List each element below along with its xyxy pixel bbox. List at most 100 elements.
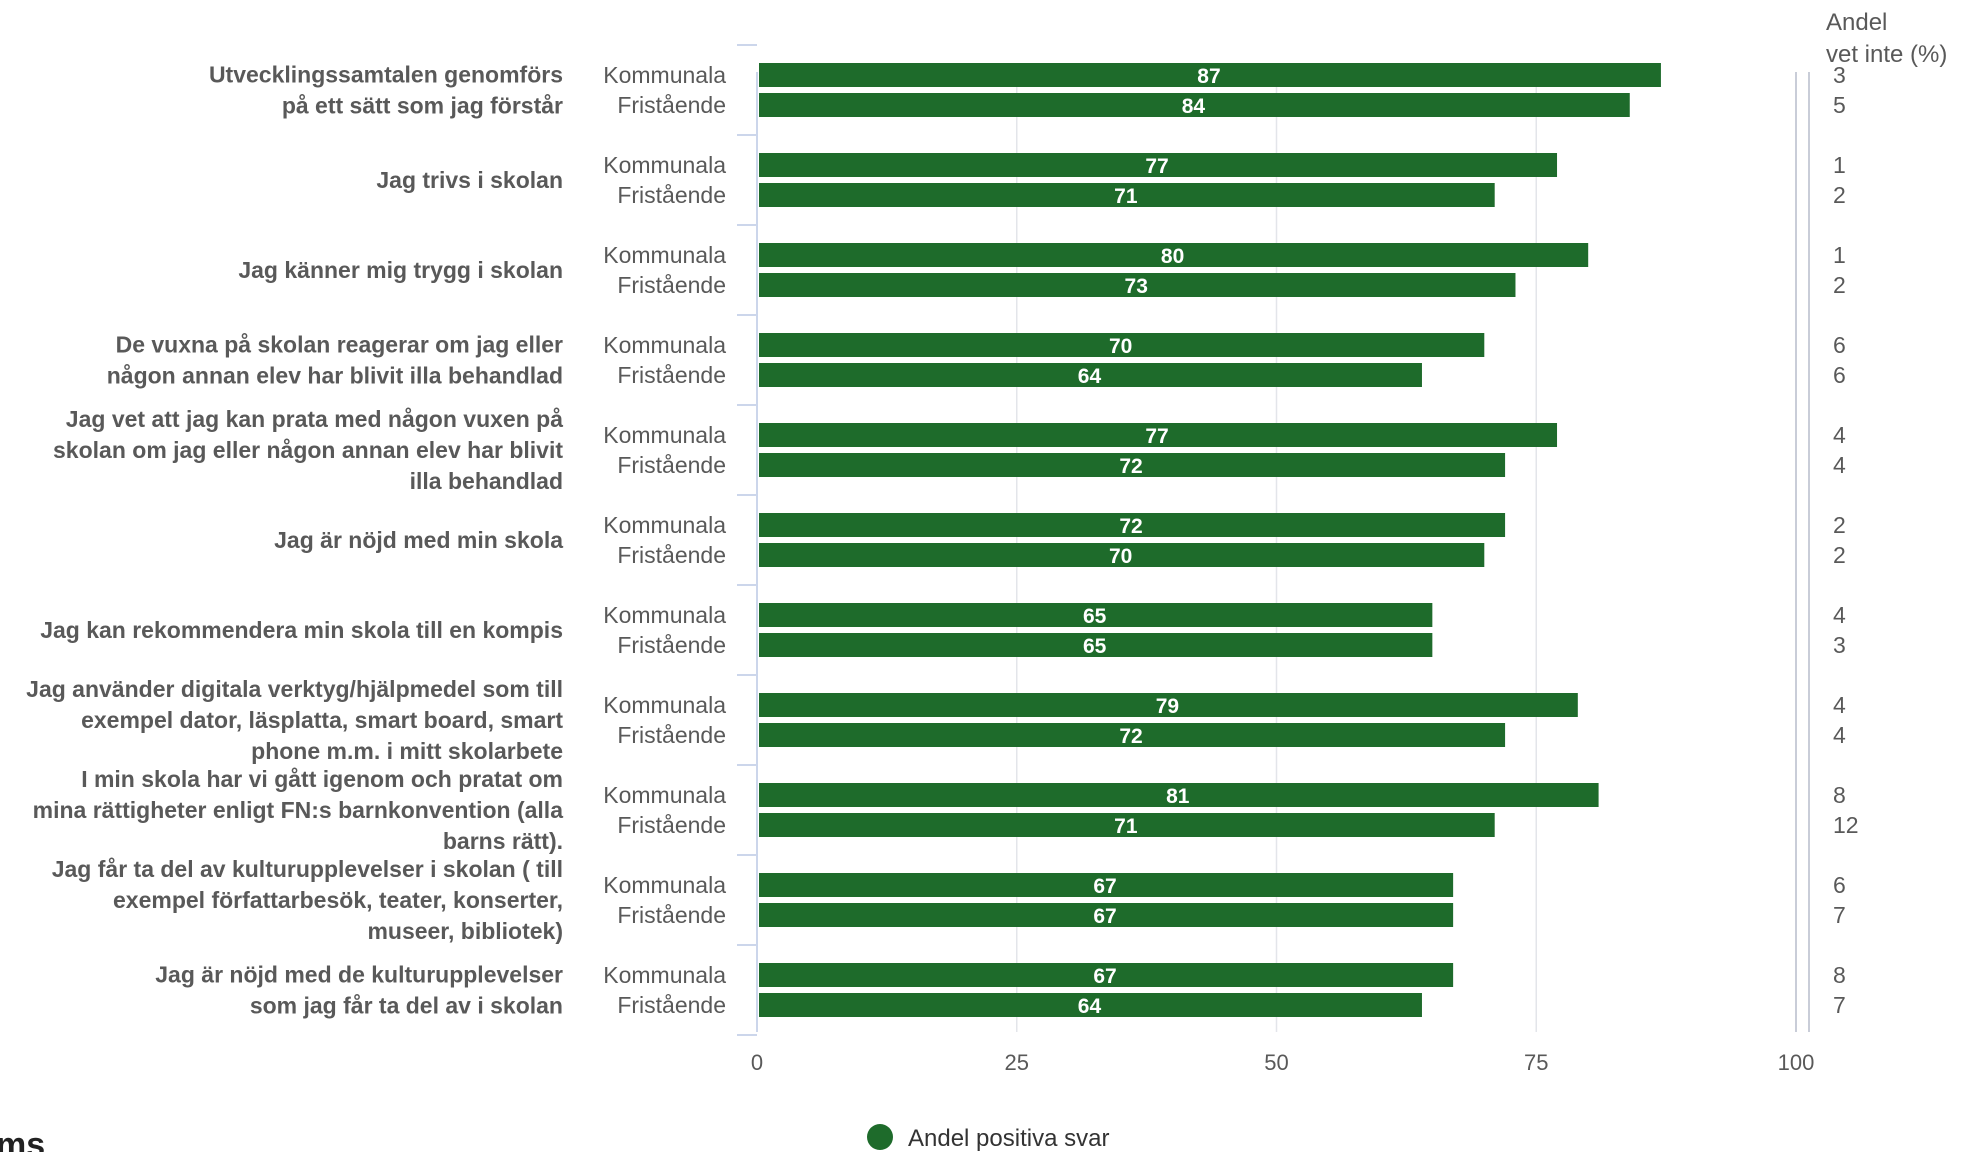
- bar-value-label: 81: [1166, 785, 1190, 808]
- vet-inte-value: 4: [1833, 422, 1846, 448]
- group-label-fristående: Fristående: [617, 272, 726, 298]
- vet-inte-value: 4: [1833, 692, 1846, 718]
- question-label: Jag är nöjd med de kulturupplevelser som …: [155, 962, 563, 1019]
- bar-kommunala: [759, 333, 1485, 357]
- bar-kommunala: [759, 873, 1454, 897]
- vet-inte-value: 3: [1833, 62, 1846, 88]
- x-tick-label-75: 75: [1524, 1050, 1548, 1075]
- labels-layer: Utvecklingssamtalen genomförs på ett sätt…: [26, 62, 726, 1019]
- group-label-fristående: Fristående: [617, 92, 726, 118]
- vet-inte-value: 4: [1833, 602, 1846, 628]
- question-label: De vuxna på skolan reagerar om jag eller…: [107, 332, 563, 389]
- group-label-kommunala: Kommunala: [603, 332, 726, 358]
- vet-inte-value: 3: [1833, 632, 1846, 658]
- question-label: Jag är nöjd med min skola: [274, 527, 563, 553]
- bar-value-label: 67: [1093, 965, 1116, 988]
- bar-value-label: 67: [1093, 905, 1116, 928]
- axis-layer: 0 25 50 75 100: [737, 44, 1814, 1075]
- vet-inte-value: 12: [1833, 812, 1859, 838]
- vet-inte-value: 6: [1833, 872, 1846, 898]
- question-label: Jag kan rekommendera min skola till en k…: [40, 617, 563, 643]
- question-label: I min skola har vi gått igenom och prata…: [33, 766, 564, 854]
- bar-value-label: 77: [1145, 425, 1168, 448]
- bar-fristående: [759, 93, 1630, 117]
- bar-fristående: [759, 183, 1495, 207]
- bar-fristående: [759, 993, 1422, 1017]
- legend[interactable]: Andel positiva svar: [867, 1124, 1109, 1152]
- bar-value-label: 73: [1125, 275, 1148, 298]
- bar-fristående: [759, 453, 1506, 477]
- bar-value-label: 71: [1114, 185, 1138, 208]
- bar-fristående: [759, 723, 1506, 747]
- x-tick-label-0: 0: [751, 1050, 763, 1075]
- question-label: Jag känner mig trygg i skolan: [238, 257, 563, 283]
- vet-inte-value: 1: [1833, 152, 1846, 178]
- group-label-kommunala: Kommunala: [603, 422, 726, 448]
- grid-layer: [1016, 72, 1810, 1032]
- bar-fristående: [759, 363, 1422, 387]
- vet-inte-value: 7: [1833, 902, 1846, 928]
- bar-kommunala: [759, 603, 1433, 627]
- vet-inte-value: 6: [1833, 362, 1846, 388]
- x-tick-label-25: 25: [1005, 1050, 1029, 1075]
- bar-value-label: 80: [1161, 245, 1184, 268]
- group-label-fristående: Fristående: [617, 452, 726, 478]
- legend-marker-icon: [867, 1124, 893, 1150]
- group-label-kommunala: Kommunala: [603, 602, 726, 628]
- group-label-kommunala: Kommunala: [603, 512, 726, 538]
- bar-kommunala: [759, 153, 1558, 177]
- vet-inte-value: 2: [1833, 512, 1846, 538]
- vet-inte-value: 4: [1833, 452, 1846, 478]
- bar-kommunala: [759, 693, 1578, 717]
- bar-value-label: 87: [1197, 65, 1220, 88]
- bar-value-label: 70: [1109, 545, 1132, 568]
- vet-inte-value: 2: [1833, 542, 1846, 568]
- bar-fristående: [759, 633, 1433, 657]
- group-label-kommunala: Kommunala: [603, 152, 726, 178]
- bar-kommunala: [759, 423, 1558, 447]
- vet-inte-value: 8: [1833, 962, 1846, 988]
- bar-value-label: 72: [1119, 725, 1142, 748]
- vet-inte-value: 6: [1833, 332, 1846, 358]
- bar-kommunala: [759, 963, 1454, 987]
- legend-label: Andel positiva svar: [908, 1125, 1109, 1152]
- group-label-fristående: Fristående: [617, 362, 726, 388]
- x-tick-label-50: 50: [1264, 1050, 1288, 1075]
- bar-value-label: 72: [1119, 455, 1142, 478]
- group-label-kommunala: Kommunala: [603, 242, 726, 268]
- question-label: Jag vet att jag kan prata med någon vuxe…: [53, 406, 563, 494]
- bar-value-label: 70: [1109, 335, 1132, 358]
- bar-value-label: 65: [1083, 635, 1107, 658]
- bar-kommunala: [759, 243, 1589, 267]
- bar-value-label: 67: [1093, 875, 1116, 898]
- bar-value-label: 77: [1145, 155, 1168, 178]
- bars-layer: 8784777180737064777272706565797281716767…: [759, 63, 1661, 1018]
- bar-fristående: [759, 903, 1454, 927]
- vet-inte-value: 2: [1833, 272, 1846, 298]
- bar-value-label: 64: [1078, 995, 1102, 1018]
- vet-inte-value: 7: [1833, 992, 1846, 1018]
- vet-inte-value: 4: [1833, 722, 1846, 748]
- group-label-fristående: Fristående: [617, 902, 726, 928]
- group-label-kommunala: Kommunala: [603, 782, 726, 808]
- bar-value-label: 84: [1182, 95, 1206, 118]
- bar-fristående: [759, 543, 1485, 567]
- question-label: Utvecklingssamtalen genomförs på ett sätt…: [209, 62, 563, 119]
- bar-kommunala: [759, 513, 1506, 537]
- bar-kommunala: [759, 63, 1661, 87]
- group-label-fristående: Fristående: [617, 182, 726, 208]
- group-label-fristående: Fristående: [617, 812, 726, 838]
- group-label-fristående: Fristående: [617, 542, 726, 568]
- bar-value-label: 72: [1119, 515, 1142, 538]
- vet-inte-value: 2: [1833, 182, 1846, 208]
- bar-value-label: 64: [1078, 365, 1102, 388]
- bar-value-label: 71: [1114, 815, 1138, 838]
- vet-inte-title-line2: vet inte (%): [1826, 41, 1947, 68]
- bar-kommunala: [759, 783, 1599, 807]
- vet-inte-title-line1: Andel: [1826, 9, 1887, 36]
- group-label-fristående: Fristående: [617, 632, 726, 658]
- question-label: Jag använder digitala verktyg/hjälpmedel…: [26, 676, 563, 764]
- group-label-kommunala: Kommunala: [603, 962, 726, 988]
- question-label: Jag får ta del av kulturupplevelser i sk…: [52, 856, 563, 944]
